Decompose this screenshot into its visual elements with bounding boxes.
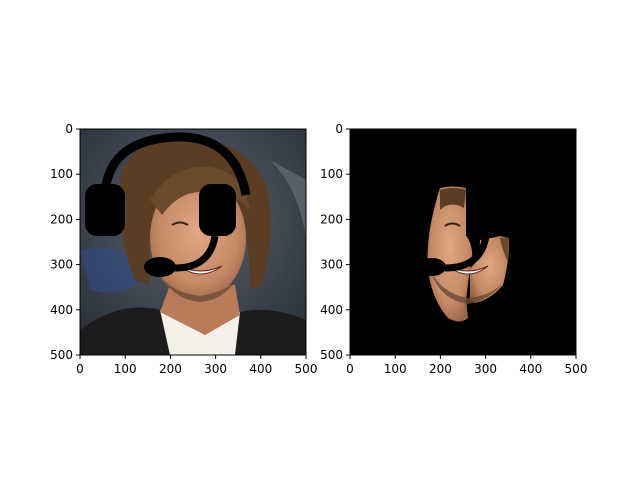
left-ytick-label: 500 (50, 348, 73, 362)
right-xtick-label: 0 (346, 362, 354, 376)
left-xtick-label: 300 (204, 362, 227, 376)
left-xtick-label: 200 (159, 362, 182, 376)
right-ytick-label: 400 (320, 303, 343, 317)
right-xtick-label: 300 (474, 362, 497, 376)
right-ytick-label: 500 (320, 348, 343, 362)
right-ytick-label: 0 (335, 122, 343, 136)
left-ytick-label: 300 (50, 258, 73, 272)
right-xtick-label: 200 (429, 362, 452, 376)
left-xtick-label: 0 (76, 362, 84, 376)
left-ytick-label: 0 (65, 122, 73, 136)
left-image-panel (79, 128, 307, 356)
left-ytick-label: 200 (50, 212, 73, 226)
masked-face (350, 129, 576, 355)
left-xtick-label: 400 (249, 362, 272, 376)
right-image-panel (349, 128, 577, 356)
right-xtick-label: 500 (565, 362, 588, 376)
left-xtick-label: 500 (295, 362, 318, 376)
photo-with-headset (80, 129, 306, 355)
right-xtick-label: 100 (384, 362, 407, 376)
left-ytick-label: 400 (50, 303, 73, 317)
right-ytick-label: 300 (320, 258, 343, 272)
right-axes-frame (349, 128, 577, 356)
right-ytick-label: 100 (320, 167, 343, 181)
right-ytick-label: 200 (320, 212, 343, 226)
left-axes-frame (79, 128, 307, 356)
left-ytick-label: 100 (50, 167, 73, 181)
right-xtick-label: 400 (519, 362, 542, 376)
left-xtick-label: 100 (114, 362, 137, 376)
